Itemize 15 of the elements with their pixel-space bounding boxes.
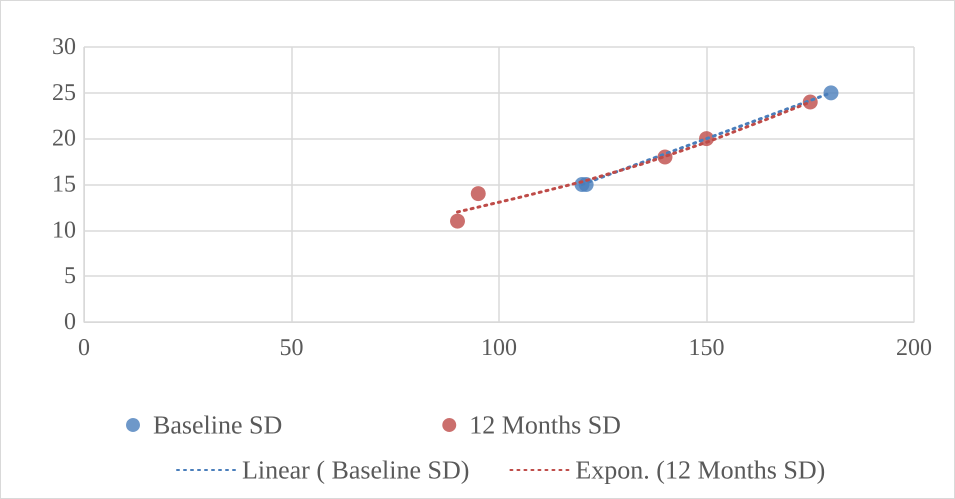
- legend-label: Expon. (12 Months SD): [575, 456, 826, 484]
- x-tick-label: 50: [280, 335, 304, 361]
- x-tick-label: 100: [481, 335, 517, 361]
- x-tick-label: 150: [688, 335, 724, 361]
- y-tick-label: 10: [52, 217, 76, 244]
- y-tick-label: 30: [52, 34, 76, 60]
- y-tick-label: 20: [52, 126, 76, 152]
- legend-label: Baseline SD: [153, 410, 282, 440]
- y-tick-label: 5: [64, 263, 76, 290]
- legend-label: Linear ( Baseline SD): [242, 456, 470, 484]
- legend-label: 12 Months SD: [469, 410, 621, 440]
- y-tick-label: 0: [64, 309, 76, 335]
- y-tick-label: 25: [52, 80, 76, 106]
- y-tick-label: 15: [52, 172, 76, 198]
- x-tick-label: 200: [896, 335, 932, 361]
